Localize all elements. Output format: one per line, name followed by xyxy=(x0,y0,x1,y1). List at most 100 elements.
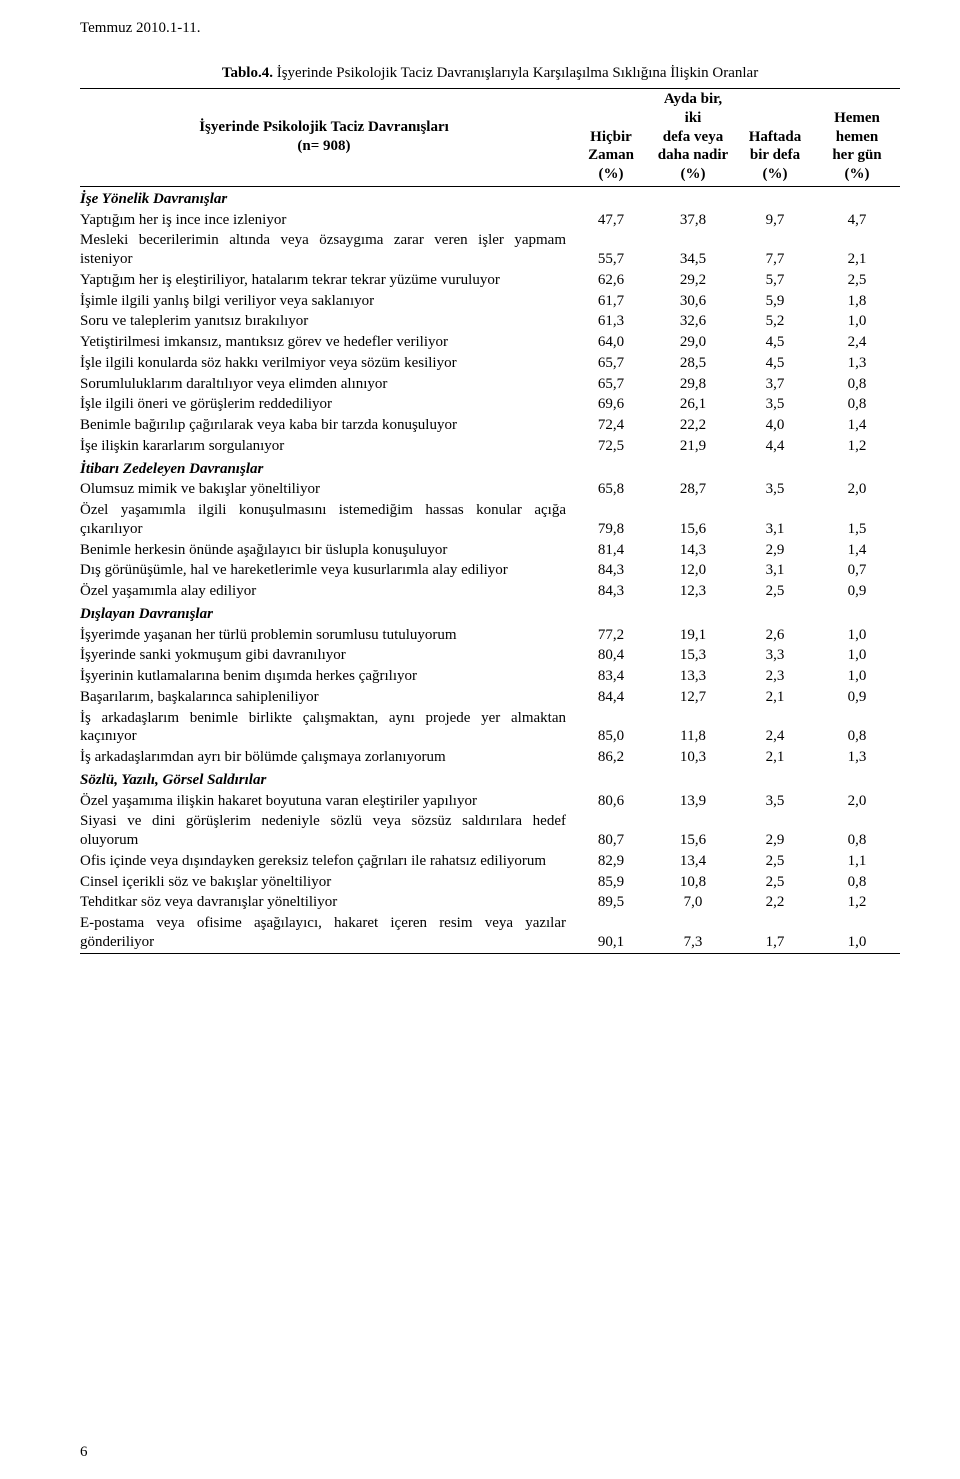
cell-value: 0,8 xyxy=(818,374,900,395)
col-head-1: Hiçbir Zaman (%) xyxy=(572,89,654,186)
cell-value: 1,4 xyxy=(818,415,900,436)
row-label: Benimle bağırılıp çağırılarak veya kaba … xyxy=(80,415,572,436)
cell-value: 5,7 xyxy=(736,270,818,291)
row-label: İşle ilgili konularda söz hakkı verilmiy… xyxy=(80,353,572,374)
cell-value: 65,8 xyxy=(572,479,654,500)
cell-value: 30,6 xyxy=(654,291,736,312)
cell-value: 85,0 xyxy=(572,708,654,748)
cell-value: 19,1 xyxy=(654,625,736,646)
row-label: Tehditkar söz veya davranışlar yöneltili… xyxy=(80,892,572,913)
row-label: Yetiştirilmesi imkansız, mantıksız görev… xyxy=(80,332,572,353)
cell-value: 1,2 xyxy=(818,892,900,913)
row-label: Yaptığım her iş eleştiriliyor, hatalarım… xyxy=(80,270,572,291)
data-row: Siyasi ve dini görüşlerim nedeniyle sözl… xyxy=(80,811,900,851)
cell-value: 9,7 xyxy=(736,210,818,231)
row-label: Benimle herkesin önünde aşağılayıcı bir … xyxy=(80,540,572,561)
cell-value: 2,1 xyxy=(736,747,818,768)
data-row: İşyerinin kutlamalarına benim dışımda he… xyxy=(80,666,900,687)
section-header: Sözlü, Yazılı, Görsel Saldırılar xyxy=(80,768,900,791)
data-row: Yaptığım her iş eleştiriliyor, hatalarım… xyxy=(80,270,900,291)
cell-value: 2,0 xyxy=(818,791,900,812)
header-row: İşyerinde Psikolojik Taciz Davranışları … xyxy=(80,89,900,186)
cell-value: 1,7 xyxy=(736,913,818,953)
cell-value: 81,4 xyxy=(572,540,654,561)
cell-value: 4,0 xyxy=(736,415,818,436)
data-row: Soru ve taleplerim yanıtsız bırakılıyor6… xyxy=(80,311,900,332)
data-row: İşimle ilgili yanlış bilgi veriliyor vey… xyxy=(80,291,900,312)
cell-value: 15,6 xyxy=(654,500,736,540)
cell-value: 2,6 xyxy=(736,625,818,646)
cell-value: 61,3 xyxy=(572,311,654,332)
cell-value: 34,5 xyxy=(654,230,736,270)
row-label: İş arkadaşlarım benimle birlikte çalışma… xyxy=(80,708,572,748)
row-label: Özel yaşamıma ilişkin hakaret boyutuna v… xyxy=(80,791,572,812)
row-label: İşyerinin kutlamalarına benim dışımda he… xyxy=(80,666,572,687)
data-row: İşyerinde sanki yokmuşum gibi davranılıy… xyxy=(80,645,900,666)
data-row: Özel yaşamıma ilişkin hakaret boyutuna v… xyxy=(80,791,900,812)
cell-value: 80,4 xyxy=(572,645,654,666)
cell-value: 15,3 xyxy=(654,645,736,666)
cell-value: 2,4 xyxy=(736,708,818,748)
cell-value: 0,9 xyxy=(818,581,900,602)
page-number: 6 xyxy=(80,1444,88,1461)
data-row: Sorumluluklarım daraltılıyor veya elimde… xyxy=(80,374,900,395)
cell-value: 29,2 xyxy=(654,270,736,291)
cell-value: 1,2 xyxy=(818,436,900,457)
row-label: İşyerinde sanki yokmuşum gibi davranılıy… xyxy=(80,645,572,666)
cell-value: 3,7 xyxy=(736,374,818,395)
row-label: İşyerimde yaşanan her türlü problemin so… xyxy=(80,625,572,646)
data-row: İşyerimde yaşanan her türlü problemin so… xyxy=(80,625,900,646)
cell-value: 4,7 xyxy=(818,210,900,231)
data-row: Başarılarım, başkalarınca sahipleniliyor… xyxy=(80,687,900,708)
table-caption: Tablo.4. İşyerinde Psikolojik Taciz Davr… xyxy=(80,65,900,82)
data-row: Özel yaşamımla ilgili konuşulmasını iste… xyxy=(80,500,900,540)
data-row: Mesleki becerilerimin altında veya özsay… xyxy=(80,230,900,270)
header-left: İşyerinde Psikolojik Taciz Davranışları … xyxy=(80,89,572,186)
cell-value: 47,7 xyxy=(572,210,654,231)
cell-value: 1,0 xyxy=(818,913,900,953)
cell-value: 11,8 xyxy=(654,708,736,748)
cell-value: 37,8 xyxy=(654,210,736,231)
data-row: Cinsel içerikli söz ve bakışlar yöneltil… xyxy=(80,872,900,893)
top-line: Temmuz 2010.1-11. xyxy=(80,20,900,37)
cell-value: 2,1 xyxy=(736,687,818,708)
cell-value: 0,8 xyxy=(818,811,900,851)
cell-value: 0,9 xyxy=(818,687,900,708)
cell-value: 3,3 xyxy=(736,645,818,666)
cell-value: 2,0 xyxy=(818,479,900,500)
cell-value: 2,9 xyxy=(736,811,818,851)
data-row: Tehditkar söz veya davranışlar yöneltili… xyxy=(80,892,900,913)
caption-bold: Tablo.4. xyxy=(222,65,273,81)
cell-value: 64,0 xyxy=(572,332,654,353)
cell-value: 4,5 xyxy=(736,332,818,353)
data-row: Olumsuz mimik ve bakışlar yöneltiliyor65… xyxy=(80,479,900,500)
cell-value: 3,5 xyxy=(736,791,818,812)
cell-value: 0,8 xyxy=(818,394,900,415)
cell-value: 72,4 xyxy=(572,415,654,436)
cell-value: 2,3 xyxy=(736,666,818,687)
row-label: Siyasi ve dini görüşlerim nedeniyle sözl… xyxy=(80,811,572,851)
cell-value: 2,9 xyxy=(736,540,818,561)
cell-value: 10,3 xyxy=(654,747,736,768)
data-row: E-postama veya ofisime aşağılayıcı, haka… xyxy=(80,913,900,953)
cell-value: 80,7 xyxy=(572,811,654,851)
cell-value: 3,1 xyxy=(736,500,818,540)
col-head-3: Haftada bir defa (%) xyxy=(736,89,818,186)
cell-value: 0,8 xyxy=(818,708,900,748)
col-head-4: Hemen hemen her gün (%) xyxy=(818,89,900,186)
cell-value: 2,5 xyxy=(736,851,818,872)
cell-value: 14,3 xyxy=(654,540,736,561)
row-label: Ofis içinde veya dışındayken gereksiz te… xyxy=(80,851,572,872)
cell-value: 85,9 xyxy=(572,872,654,893)
row-label: Mesleki becerilerimin altında veya özsay… xyxy=(80,230,572,270)
cell-value: 32,6 xyxy=(654,311,736,332)
cell-value: 29,0 xyxy=(654,332,736,353)
cell-value: 12,0 xyxy=(654,560,736,581)
caption-rest: İşyerinde Psikolojik Taciz Davranışlarıy… xyxy=(273,65,758,81)
data-row: İş arkadaşlarım benimle birlikte çalışma… xyxy=(80,708,900,748)
cell-value: 0,8 xyxy=(818,872,900,893)
cell-value: 86,2 xyxy=(572,747,654,768)
cell-value: 2,4 xyxy=(818,332,900,353)
data-row: Dış görünüşümle, hal ve hareketlerimle v… xyxy=(80,560,900,581)
data-row: Yaptığım her iş ince ince izleniyor47,73… xyxy=(80,210,900,231)
